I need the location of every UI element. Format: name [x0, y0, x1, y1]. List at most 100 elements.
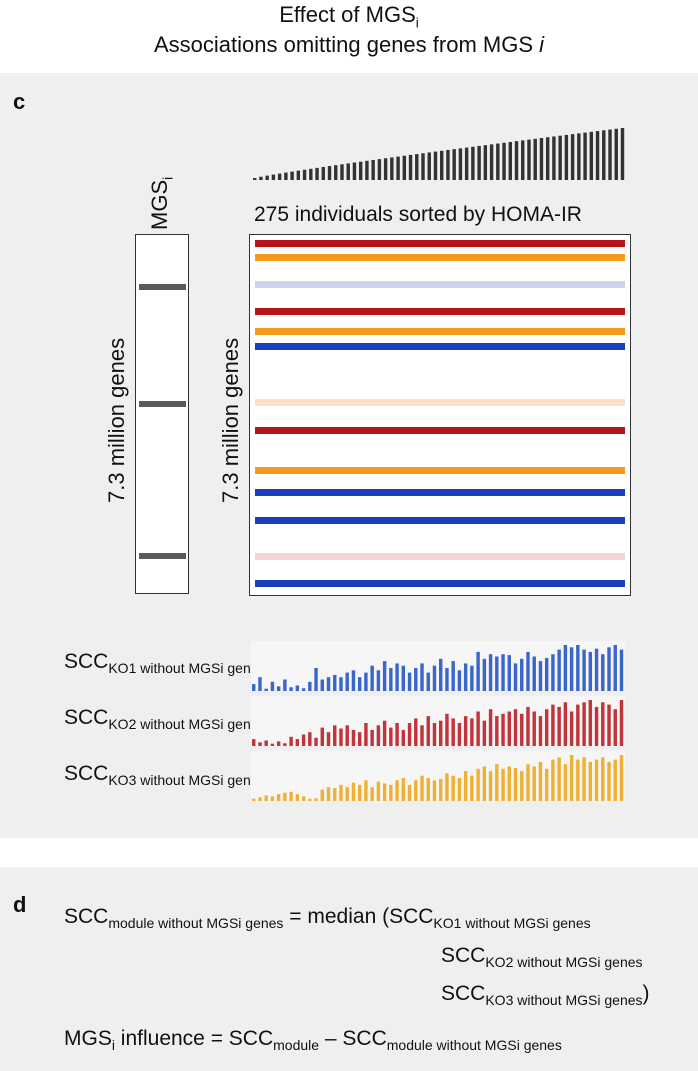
scc-bar [607, 761, 611, 801]
scc-bar [289, 736, 293, 746]
scc-bar [320, 679, 324, 691]
scc-bar [252, 684, 256, 691]
gene-association-line [255, 343, 625, 350]
scc-bar [382, 661, 387, 691]
scc-bar [308, 732, 312, 746]
scc-bar [601, 702, 605, 746]
gene-association-line [255, 240, 625, 247]
gene-association-line [255, 254, 625, 261]
scc-bar [382, 783, 387, 801]
homa-bar [564, 134, 569, 180]
homa-bar [496, 143, 500, 180]
scc-label-ko1: SCCKO1 without MGSi genes [64, 650, 266, 677]
scc-bar [588, 700, 593, 746]
scc-bar [276, 686, 281, 691]
scc-bar [414, 780, 418, 801]
homa-bar [365, 160, 369, 180]
equation-scc-ko2: SCCKO2 without MGSi genes [441, 944, 643, 971]
scc-bar [476, 651, 480, 691]
scc-bar [252, 798, 256, 801]
scc-bar [607, 704, 611, 746]
scc-bar [364, 723, 368, 746]
scc-bar [563, 702, 568, 746]
scc-bar [401, 665, 406, 691]
scc-bar [476, 768, 480, 801]
scc-bar [407, 723, 412, 746]
scc-bar [538, 761, 543, 801]
equation-scc-ko3: SCCKO3 without MGSi genes) [441, 982, 650, 1009]
scc-bar [520, 658, 524, 691]
panel-c-label: c [13, 89, 26, 114]
figure-header: Effect of MGSi Associations omitting gen… [0, 0, 698, 72]
scc-bar [544, 657, 549, 691]
scc-bar [295, 685, 300, 691]
homa-bar [396, 156, 400, 180]
scc-bar [526, 651, 530, 691]
homa-bar [533, 138, 537, 180]
scc-bar [357, 784, 362, 801]
homa-bar [383, 158, 388, 180]
scc-bar [252, 739, 256, 746]
homa-bar [334, 165, 338, 180]
homa-bar [558, 135, 562, 180]
scc-bar [588, 651, 593, 691]
equation-mgs-influence: MGSi influence = SCCmodule – SCCmodule w… [64, 1027, 562, 1054]
scc-bar [576, 645, 580, 691]
scc-bar [601, 654, 605, 691]
scc-bar [507, 766, 511, 801]
scc-bar [420, 725, 424, 746]
homa-bar [253, 178, 257, 180]
scc-bar [594, 706, 599, 746]
scc-bar [569, 647, 574, 691]
scc-bar [569, 711, 574, 746]
gene-association-line [255, 553, 625, 560]
scc-bar [345, 787, 349, 801]
scc-bar [314, 737, 318, 746]
gene-association-box [249, 234, 631, 596]
scc-bar [401, 729, 406, 746]
homa-bar [458, 148, 463, 180]
homa-bar [302, 169, 307, 180]
scc-bar [308, 798, 312, 801]
scc-bar [320, 789, 324, 801]
scc-bar [619, 700, 624, 746]
scc-bar [476, 711, 480, 746]
scc-bar [382, 720, 387, 746]
scc-bar [582, 757, 586, 801]
scc-bar [520, 771, 524, 801]
scc-bar [457, 723, 462, 746]
homa-bar [464, 147, 469, 180]
homa-bar [539, 138, 544, 180]
scc-bar [532, 656, 536, 691]
gene-association-line [255, 489, 625, 496]
mgs-gene-marker [139, 284, 186, 290]
gene-association-line [255, 427, 625, 434]
scc-bar [301, 796, 306, 801]
scc-bar [495, 716, 499, 746]
homa-bar [471, 146, 475, 180]
scc-bar [414, 668, 418, 691]
scc-bar [283, 743, 287, 746]
scc-bar [407, 672, 412, 691]
scc-bar [314, 798, 318, 801]
scc-bar [308, 681, 312, 691]
homa-bar [577, 133, 581, 180]
scc-bar [345, 672, 349, 691]
homa-bar [277, 173, 282, 180]
homa-bar [570, 134, 575, 180]
homa-bar [477, 145, 481, 180]
homa-bar [446, 149, 450, 180]
scc-bar [576, 704, 580, 746]
homa-bar [514, 141, 519, 180]
scc-bar [507, 655, 511, 691]
scc-bar [407, 784, 412, 801]
scc-bar [601, 757, 605, 801]
scc-bar [351, 670, 356, 691]
scc-bar [439, 658, 443, 691]
scc-bar [538, 716, 543, 746]
homa-bar [309, 168, 313, 180]
scc-bar [389, 727, 393, 746]
scc-bar [295, 739, 300, 746]
sort-label: 275 individuals sorted by HOMA-IR [254, 203, 582, 226]
scc-bar [289, 687, 293, 691]
